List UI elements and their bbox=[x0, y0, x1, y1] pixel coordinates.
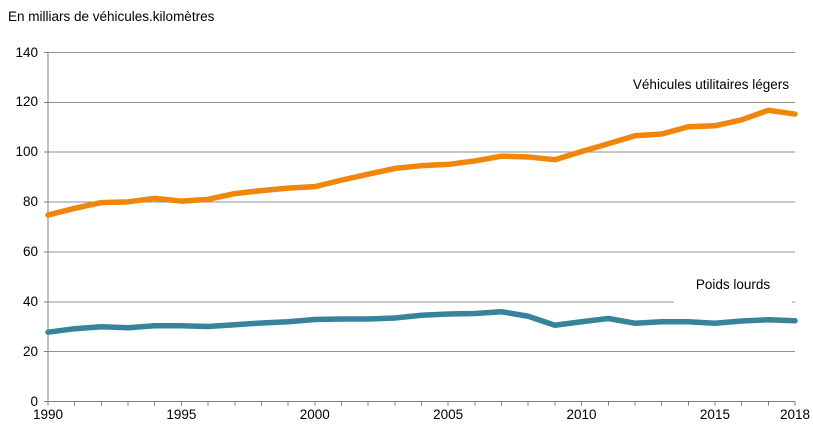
x-axis-tick-label: 1990 bbox=[32, 407, 64, 422]
y-axis-tick-label: 60 bbox=[22, 243, 38, 259]
y-axis-tick-label: 40 bbox=[22, 293, 38, 309]
series-line-poids-lourds bbox=[45, 309, 798, 335]
y-axis-tick-label: 80 bbox=[22, 194, 38, 210]
x-axis-tick-label: 2018 bbox=[779, 407, 811, 422]
x-axis-tick-label: 1995 bbox=[166, 407, 197, 422]
x-axis-tick-label: 2000 bbox=[299, 407, 330, 422]
x-axis-tick-label: 2005 bbox=[433, 407, 464, 422]
y-axis-tick-label: 120 bbox=[15, 94, 38, 110]
x-axis-tick-label: 2015 bbox=[699, 407, 730, 422]
series-label-poids-lourds: Poids lourds bbox=[674, 274, 792, 305]
chart-title: En milliars de véhicules.kilomètres bbox=[8, 9, 215, 24]
x-axis-tick-label: 2010 bbox=[566, 407, 597, 422]
y-axis-tick-label: 140 bbox=[15, 44, 38, 60]
series-label-vehicules-utilitaires-legers: Véhicules utilitaires légers bbox=[609, 75, 789, 94]
series-line-vehicules-utilitaires-legers bbox=[45, 107, 798, 218]
y-axis-tick-label: 20 bbox=[22, 343, 38, 359]
y-axis-tick-label: 0 bbox=[30, 393, 38, 409]
y-axis-tick-label: 100 bbox=[15, 144, 38, 160]
